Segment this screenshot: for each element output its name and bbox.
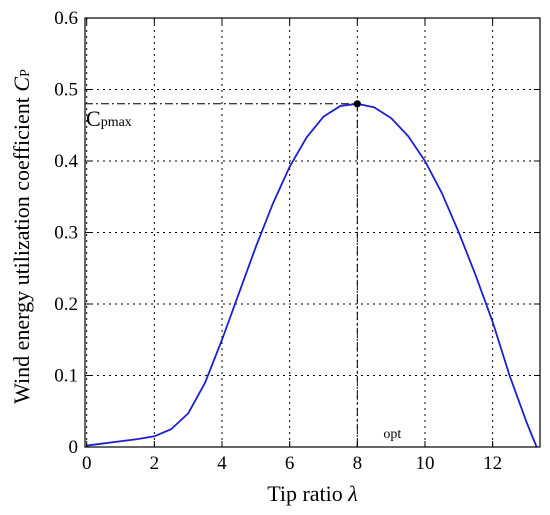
y-tick-label: 0.3 (54, 223, 78, 244)
x-tick-label: 10 (415, 453, 434, 474)
y-tick-label: 0 (69, 437, 79, 458)
x-axis-title: Tip ratio λ (267, 481, 358, 506)
cpmax-annotation-subscript: pmax (101, 115, 132, 130)
y-axis-title-symbol: C (9, 77, 34, 92)
cpmax-annotation-main: C (86, 106, 101, 131)
x-tick-label: 12 (483, 453, 502, 474)
y-tick-label: 0.6 (54, 8, 78, 29)
y-tick-label: 0.1 (54, 366, 78, 387)
opt-annotation: opt (383, 427, 401, 442)
y-tick-label: 0.5 (54, 80, 78, 101)
x-tick-label: 6 (285, 453, 295, 474)
x-axis-title-symbol: λ (347, 481, 358, 506)
y-axis-ticks: 0 0.1 0.2 0.3 0.4 0.5 0.6 (54, 8, 540, 458)
x-tick-label: 4 (217, 453, 227, 474)
optimum-point-marker (353, 100, 361, 108)
plot-frame (84, 17, 541, 448)
x-tick-label: 8 (353, 453, 363, 474)
optimum-reference-lines (85, 103, 358, 447)
grid-lines (85, 17, 540, 448)
y-axis-title: Wind energy utilization coefficient CP (9, 69, 34, 404)
y-axis-title-text: Wind energy utilization coefficient (9, 92, 34, 404)
series-line (86, 102, 538, 448)
x-axis-title-text: Tip ratio (267, 481, 348, 506)
x-tick-label: 0 (82, 453, 92, 474)
y-tick-label: 0.4 (54, 151, 78, 172)
x-tick-label: 2 (150, 453, 160, 474)
series-layer (86, 100, 538, 448)
y-tick-label: 0.2 (54, 294, 78, 315)
y-axis-title-subscript: P (18, 69, 33, 77)
x-axis-ticks: 0 2 4 6 8 10 12 (82, 18, 502, 474)
cpmax-annotation: Cpmax (86, 106, 132, 131)
